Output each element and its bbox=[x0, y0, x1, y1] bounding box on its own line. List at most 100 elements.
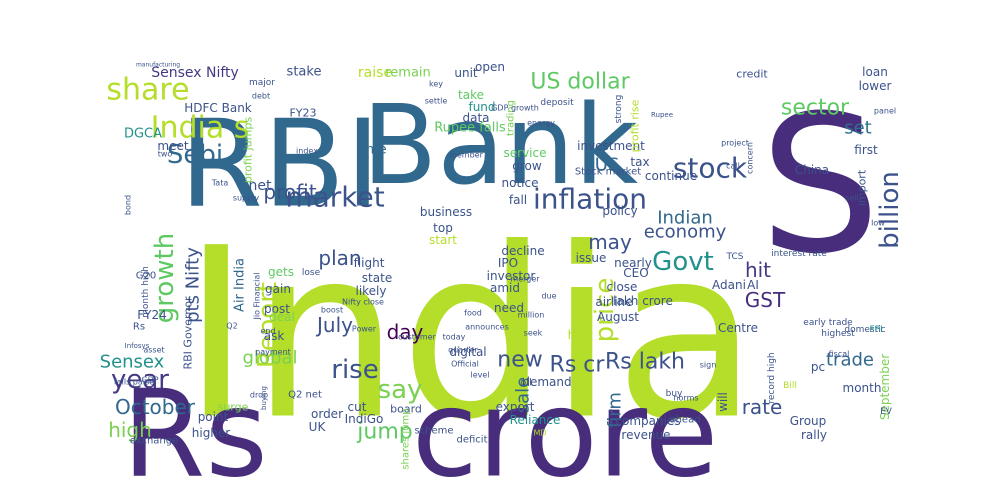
cloud-word: point bbox=[198, 410, 229, 424]
cloud-word: Rupee bbox=[651, 111, 673, 119]
cloud-word: payment bbox=[255, 348, 291, 357]
cloud-word: rate bbox=[742, 395, 783, 419]
cloud-word: hit bbox=[745, 258, 771, 282]
cloud-word: US bbox=[595, 155, 620, 176]
cloud-word: plan bbox=[318, 246, 361, 270]
cloud-word: inflation bbox=[533, 183, 647, 216]
cloud-word: two bbox=[158, 150, 173, 159]
cloud-word: profit jumps bbox=[242, 117, 255, 183]
cloud-word: FY23 bbox=[289, 107, 316, 120]
cloud-word: DGCA bbox=[124, 127, 162, 142]
cloud-word: open bbox=[475, 60, 505, 74]
cloud-word: strong bbox=[614, 95, 624, 124]
cloud-word: Rs lakh bbox=[605, 350, 685, 375]
cloud-word: scheme bbox=[414, 426, 453, 437]
cloud-word: level bbox=[470, 371, 489, 380]
cloud-word: boost bbox=[321, 306, 343, 315]
cloud-word: take bbox=[458, 88, 484, 102]
cloud-word: debt bbox=[252, 92, 270, 101]
cloud-word: asset bbox=[143, 346, 164, 355]
cloud-word: may bbox=[588, 230, 632, 254]
cloud-word: low bbox=[871, 219, 885, 228]
cloud-word: firm bbox=[605, 392, 626, 428]
cloud-word: month bbox=[843, 381, 882, 395]
cloud-word: deposit bbox=[540, 98, 574, 108]
cloud-word: profit bbox=[263, 180, 316, 204]
cloud-word: August bbox=[597, 310, 639, 324]
cloud-word: energy bbox=[527, 119, 555, 128]
cloud-word: announces bbox=[465, 323, 509, 332]
cloud-word: lose bbox=[302, 268, 321, 278]
cloud-word: Indian bbox=[657, 208, 713, 229]
cloud-word: time bbox=[357, 143, 386, 158]
cloud-word: billion bbox=[875, 171, 905, 249]
cloud-word: buying bbox=[260, 386, 268, 410]
cloud-word: GDP growth bbox=[491, 104, 539, 113]
cloud-word: Centre bbox=[718, 321, 758, 335]
cloud-word: million bbox=[518, 311, 545, 320]
cloud-word: investor bbox=[487, 269, 536, 283]
cloud-word: state bbox=[362, 271, 392, 285]
cloud-word: surge bbox=[218, 401, 249, 414]
cloud-word: Govt bbox=[652, 247, 714, 277]
cloud-word: decline bbox=[501, 244, 544, 258]
cloud-word: China bbox=[795, 163, 829, 177]
cloud-word: need bbox=[494, 301, 524, 315]
cloud-word: crore bbox=[412, 366, 719, 500]
cloud-word: amid bbox=[490, 281, 520, 295]
cloud-word: deficit bbox=[457, 435, 488, 446]
cloud-word: UK bbox=[309, 420, 327, 434]
cloud-word: Sebi bbox=[167, 140, 223, 170]
cloud-word: highest bbox=[821, 329, 855, 339]
cloud-word: hike bbox=[568, 328, 593, 342]
cloud-word: airline bbox=[595, 295, 632, 309]
cloud-word: Tata bbox=[211, 179, 229, 188]
cloud-word: Adani bbox=[712, 278, 746, 292]
cloud-word: Official bbox=[451, 360, 479, 369]
cloud-word: manufacturing bbox=[136, 62, 180, 69]
cloud-word: AI bbox=[747, 278, 759, 292]
cloud-word: demand bbox=[522, 375, 571, 389]
cloud-word: gain bbox=[265, 282, 291, 296]
cloud-word: pts Nifty bbox=[183, 247, 204, 323]
cloud-word: FPI bbox=[869, 325, 882, 335]
cloud-word: pc bbox=[811, 360, 825, 374]
cloud-word: order bbox=[311, 407, 343, 421]
cloud-word: jump bbox=[356, 420, 412, 445]
cloud-word: growth bbox=[150, 233, 180, 323]
cloud-word: board bbox=[390, 403, 422, 416]
cloud-word: notice bbox=[502, 176, 539, 190]
cloud-word: seek bbox=[524, 329, 543, 338]
cloud-word: HDFC Bank bbox=[184, 101, 252, 115]
cloud-word: economy bbox=[644, 222, 727, 243]
cloud-word: sale bbox=[513, 377, 534, 413]
cloud-word: ask bbox=[264, 329, 285, 343]
cloud-word: Infosys bbox=[125, 342, 150, 350]
cloud-word: Q2 net bbox=[288, 390, 322, 401]
cloud-word: digital bbox=[449, 345, 486, 359]
cloud-word: Report bbox=[253, 282, 283, 368]
cloud-word: loan bbox=[862, 65, 888, 79]
cloud-word: October bbox=[115, 395, 196, 419]
cloud-word: day bbox=[387, 320, 424, 344]
cloud-word: Rs cr bbox=[550, 353, 606, 378]
cloud-word: Power bbox=[352, 325, 377, 334]
cloud-word: member bbox=[449, 151, 484, 160]
cloud-word: data bbox=[462, 111, 489, 125]
cloud-word: quarter bbox=[448, 346, 478, 355]
cloud-word: falls paise bbox=[114, 378, 154, 387]
cloud-word: Rs bbox=[133, 322, 145, 333]
cloud-word: stock bbox=[673, 152, 748, 185]
cloud-word: policy bbox=[602, 204, 637, 218]
cloud-word: fall bbox=[509, 193, 527, 207]
cloud-word: G20 bbox=[136, 271, 156, 282]
cloud-word: IndiGo bbox=[345, 412, 384, 426]
cloud-word: start bbox=[429, 233, 457, 247]
cloud-word: RBI Governor bbox=[182, 296, 195, 369]
cloud-word: US dollar bbox=[530, 70, 630, 95]
cloud-word: GST bbox=[745, 288, 786, 312]
cloud-word: grow bbox=[512, 159, 542, 173]
cloud-word: shares jump bbox=[401, 408, 412, 469]
cloud-word: TCS bbox=[726, 252, 744, 262]
cloud-word: revenue bbox=[621, 428, 670, 442]
